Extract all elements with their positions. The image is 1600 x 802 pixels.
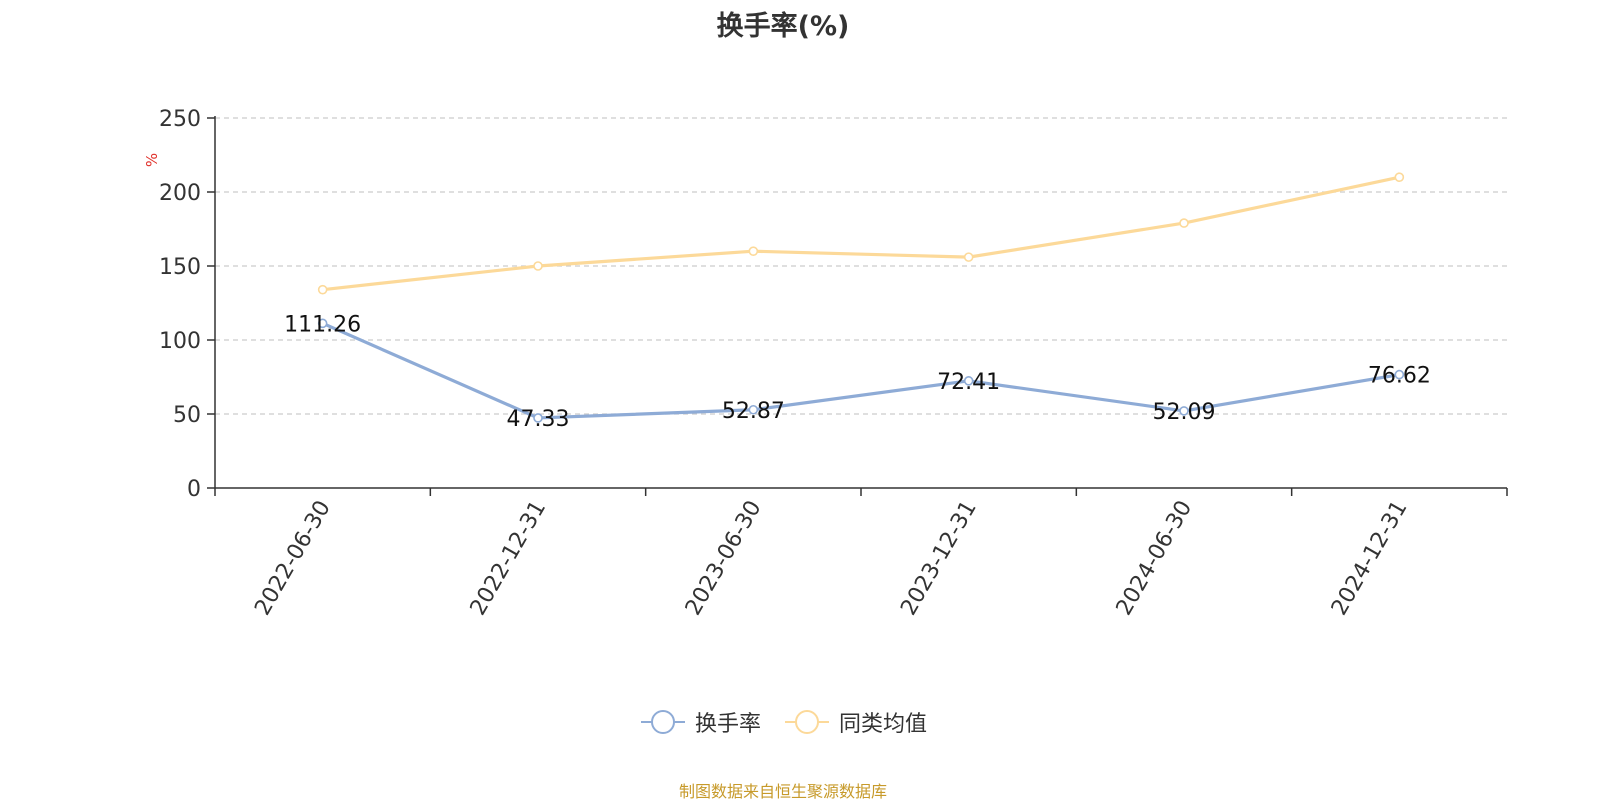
data-label: 76.62	[1368, 364, 1431, 389]
legend-line-circle-icon	[785, 710, 829, 734]
y-tick-label: 150	[159, 255, 201, 280]
data-label: 52.09	[1153, 400, 1216, 425]
series	[317, 172, 1405, 423]
line-chart: 0 50 100 150 200 250 2022-06-30 2022-12-31 2023-…	[143, 107, 1508, 620]
peer-average-point	[533, 261, 543, 271]
data-label: 72.41	[937, 370, 1000, 395]
peer-average-point	[748, 246, 759, 256]
data-label: 47.33	[507, 407, 570, 432]
turnover-point	[1394, 369, 1405, 380]
legend-label: 同类均值	[839, 712, 928, 737]
data-label: 52.87	[722, 399, 785, 424]
axes: 0 50 100 150 200 250 2022-06-30 2022-12-31 2023-…	[159, 107, 1508, 620]
x-tick-label: 2024-12-31	[1327, 497, 1413, 620]
turnover-line	[322, 321, 1400, 420]
legend: 换手率 同类均值	[0, 706, 1566, 738]
data-labels: 111.26 47.33 52.87 72.41 52.09 76.62	[284, 312, 1431, 432]
y-axis-unit-label: %	[143, 153, 161, 167]
peer-average-point	[317, 284, 328, 295]
y-tick-label: 50	[173, 403, 201, 428]
turnover-point	[963, 376, 974, 386]
grid-lines	[215, 117, 1507, 415]
x-tick-label: 2023-06-30	[681, 497, 767, 620]
peer-average-point	[963, 252, 974, 262]
legend-item-peer-average[interactable]: 同类均值	[783, 706, 927, 738]
legend-line-circle-icon	[640, 710, 685, 734]
legend-label: 换手率	[694, 712, 761, 737]
x-tick-label: 2022-06-30	[250, 497, 336, 620]
peer-average-line	[322, 175, 1400, 292]
turnover-point	[533, 413, 543, 423]
legend-item-turnover[interactable]: 换手率	[639, 706, 761, 738]
turnover-point	[1179, 406, 1189, 416]
turnover-point	[748, 404, 759, 415]
peer-average-point	[1394, 172, 1405, 182]
source-note: 制图数据来自恒生聚源数据库	[678, 782, 887, 801]
data-label: 111.26	[284, 312, 361, 337]
y-tick-label: 100	[159, 329, 201, 354]
y-tick-label: 0	[187, 477, 201, 502]
x-tick-label: 2022-12-31	[466, 497, 552, 620]
x-tick-label: 2023-12-31	[896, 497, 982, 620]
y-tick-label: 200	[159, 181, 201, 206]
peer-average-point	[1179, 218, 1189, 228]
x-tick-label: 2024-06-30	[1112, 497, 1198, 620]
y-tick-label: 250	[159, 107, 201, 132]
turnover-point	[317, 318, 328, 329]
chart-title: 换手率(%)	[716, 11, 850, 42]
